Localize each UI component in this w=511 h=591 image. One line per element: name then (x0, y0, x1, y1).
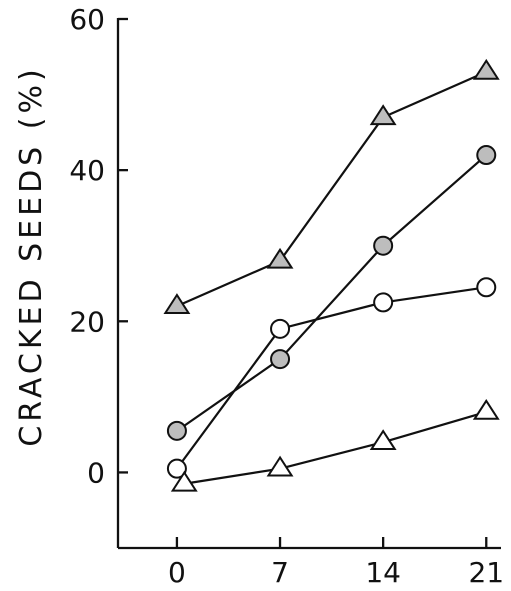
series-line-1 (176, 70, 487, 308)
axes: 0 20 40 60 0 7 14 21 (69, 3, 504, 589)
filled-circle-marker (270, 349, 291, 370)
y-tick-label: 20 (69, 305, 105, 338)
filled-circle-marker (373, 235, 394, 256)
open-circle-marker (166, 458, 187, 479)
y-tick-label: 40 (69, 154, 105, 187)
x-tick-label: 0 (168, 556, 186, 586)
axis-labels: CRACKED SEEDS (%) (14, 65, 49, 446)
series-markers (163, 58, 500, 492)
open-circle-marker (270, 318, 291, 339)
y-tick-label: 60 (69, 3, 105, 36)
filled-triangle-marker (266, 247, 294, 269)
open-circle-marker (476, 277, 497, 298)
filled-circle-marker (166, 420, 187, 441)
open-triangle-marker (472, 398, 500, 420)
x-tick-label: 21 (468, 556, 504, 586)
open-circle-marker (373, 292, 394, 313)
x-tick-label: 14 (365, 556, 401, 586)
open-triangle-marker (170, 470, 198, 492)
open-triangle-marker (369, 429, 397, 451)
series-line-3 (176, 286, 487, 470)
filled-triangle-marker (472, 58, 500, 80)
series-line-4 (184, 410, 487, 485)
open-triangle-marker (266, 455, 294, 477)
y-axis-label: CRACKED SEEDS (%) (14, 65, 49, 446)
filled-triangle-marker (369, 104, 397, 126)
series-line-2 (176, 154, 487, 432)
series-lines (176, 70, 487, 485)
filled-circle-marker (476, 145, 497, 166)
y-tick-label: 0 (87, 456, 105, 489)
x-tick-label: 7 (271, 556, 289, 586)
filled-triangle-marker (163, 293, 191, 315)
